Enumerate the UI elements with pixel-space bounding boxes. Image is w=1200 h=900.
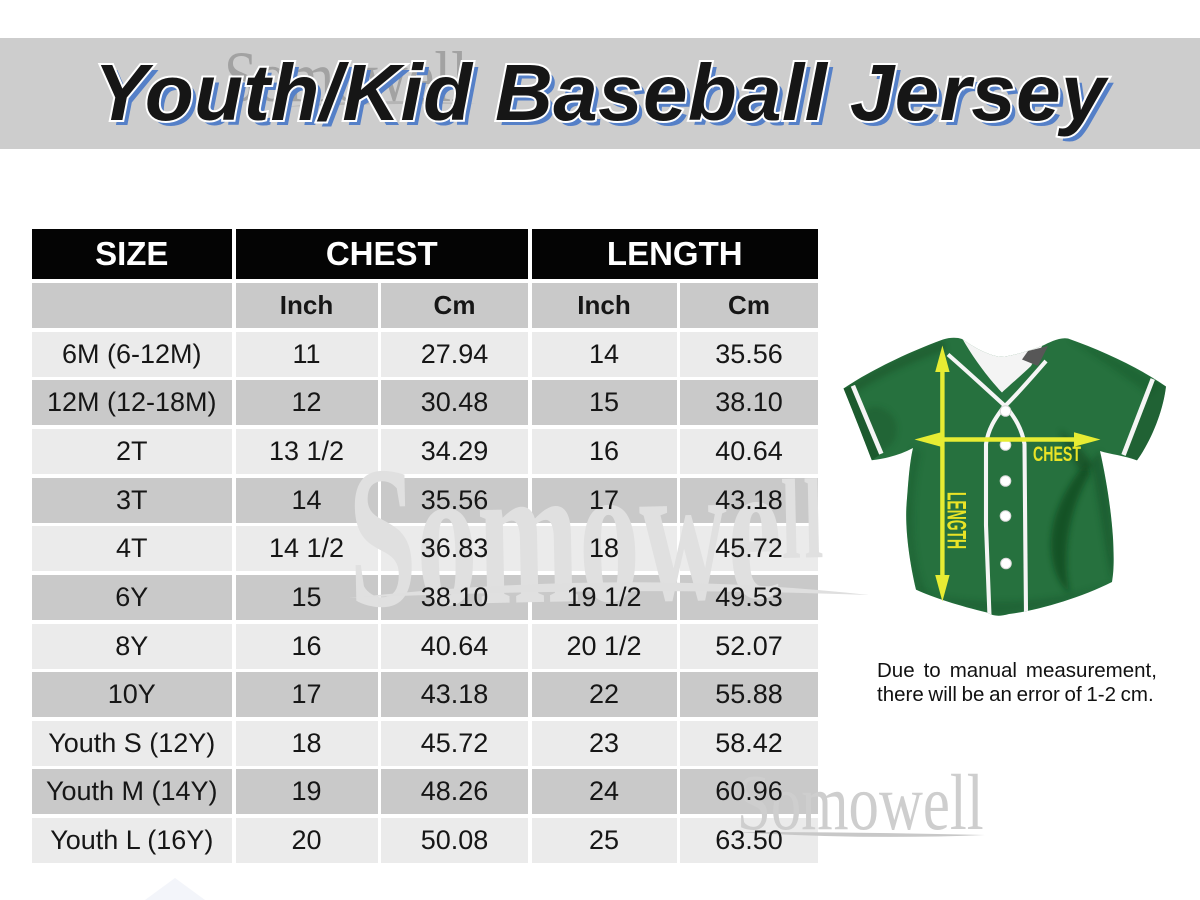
svg-text:LENGTH: LENGTH xyxy=(942,492,972,549)
svg-text:CHEST: CHEST xyxy=(1033,442,1081,466)
